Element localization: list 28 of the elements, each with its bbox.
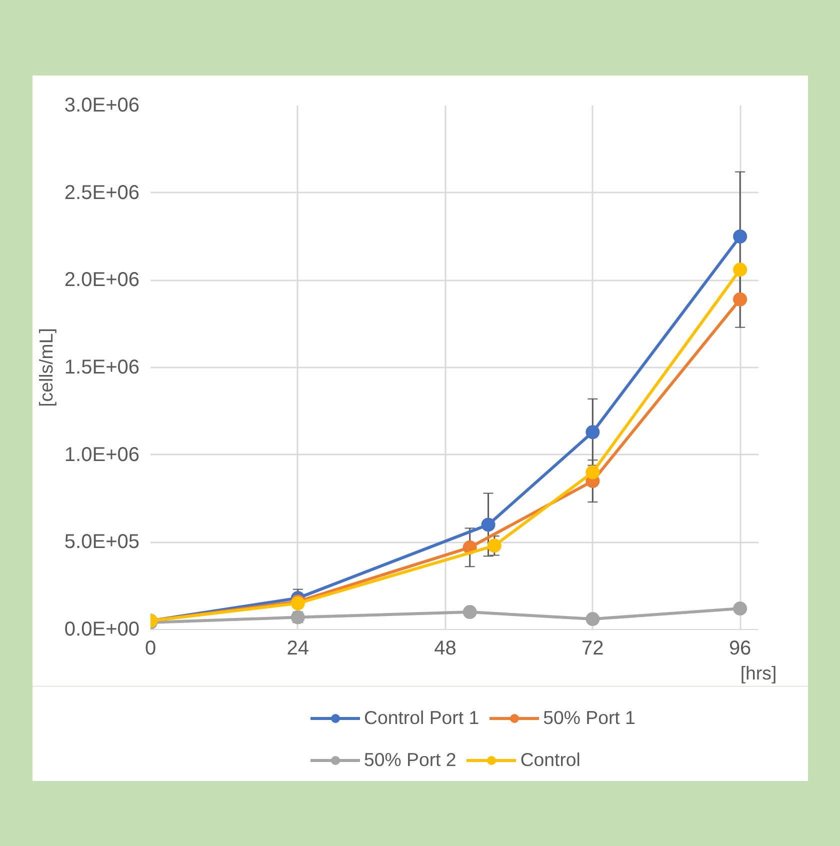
y-tick-label: 2.5E+06 bbox=[64, 182, 140, 204]
legend-label: 50% Port 2 bbox=[364, 749, 456, 771]
x-axis-title: [hrs] bbox=[740, 662, 777, 684]
x-tick-label: 24 bbox=[286, 638, 310, 660]
x-tick-label: 96 bbox=[728, 638, 752, 660]
point bbox=[733, 230, 748, 244]
point bbox=[481, 518, 496, 532]
y-tick-label: 1.5E+06 bbox=[64, 356, 140, 378]
y-tick-label: 2.0E+06 bbox=[64, 269, 140, 292]
x-tick-label: 72 bbox=[582, 638, 604, 660]
y-axis-title: [cells/mL] bbox=[35, 328, 56, 407]
x-tick-label: 48 bbox=[434, 638, 456, 660]
point bbox=[733, 292, 748, 306]
y-tick-label: 5.0E+05 bbox=[64, 531, 140, 554]
point bbox=[586, 465, 600, 480]
point bbox=[487, 538, 502, 553]
y-tick-label: 0.0E+00 bbox=[64, 618, 140, 640]
point bbox=[586, 425, 600, 440]
y-tick-label: 3.0E+06 bbox=[64, 94, 140, 116]
point bbox=[733, 262, 748, 277]
legend-label: Control bbox=[520, 749, 580, 771]
y-tick-label: 1.0E+06 bbox=[64, 444, 140, 466]
point bbox=[733, 602, 748, 616]
point bbox=[586, 612, 600, 626]
x-tick-label: 0 bbox=[144, 638, 156, 660]
legend-label: Control Port 1 bbox=[364, 707, 480, 729]
legend-label: 50% Port 1 bbox=[543, 707, 636, 729]
point bbox=[462, 605, 477, 620]
